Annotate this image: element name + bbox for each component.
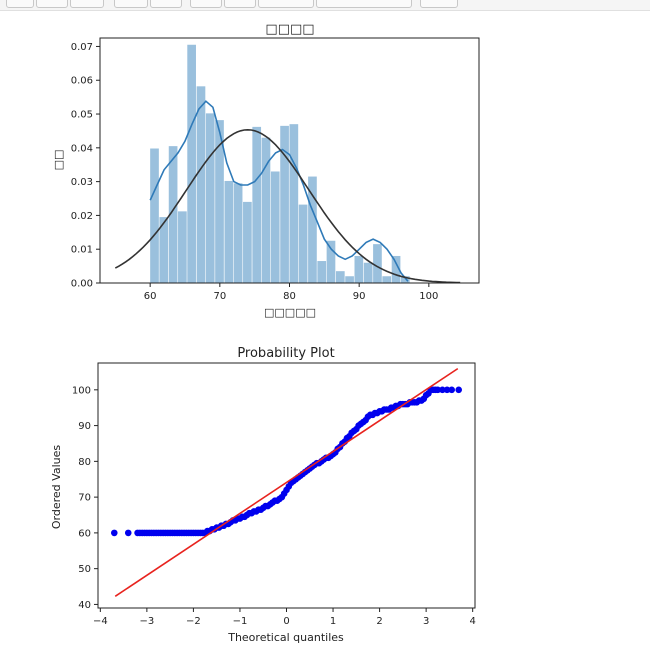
toolbar-button[interactable] bbox=[316, 0, 412, 8]
normal-fit-line bbox=[114, 128, 461, 284]
hist-bar bbox=[224, 180, 234, 283]
prob-point bbox=[110, 529, 118, 537]
hist-bar bbox=[335, 271, 345, 283]
prob-y-tick-label: 40 bbox=[78, 600, 91, 611]
prob-y-axis: 40 50 60 70 80 90 100 bbox=[72, 385, 98, 611]
hist-title: □□□□ bbox=[265, 22, 314, 37]
hist-bar bbox=[205, 113, 215, 284]
prob-point bbox=[124, 529, 132, 537]
hist-bar bbox=[178, 211, 187, 283]
hist-bar bbox=[298, 204, 308, 283]
hist-y-tick-label: 0.02 bbox=[71, 211, 93, 222]
toolbar-button[interactable] bbox=[190, 0, 222, 8]
hist-y-label: □□ bbox=[52, 150, 65, 171]
toolbar-button[interactable] bbox=[420, 0, 458, 8]
hist-y-tick-label: 0.00 bbox=[71, 279, 93, 290]
prob-x-tick-label: 2 bbox=[376, 616, 382, 627]
hist-x-tick-label: 60 bbox=[144, 291, 157, 302]
hist-bar bbox=[280, 125, 289, 284]
toolbar-button[interactable] bbox=[36, 0, 68, 8]
prob-x-axis: −4 −3 −2 −1 0 1 2 3 4 bbox=[93, 608, 476, 627]
prob-y-tick-label: 100 bbox=[72, 385, 91, 396]
probability-plot: Probability Plot −4 −3 −2 −1 0 1 2 3 4 40 50 60 70 8… bbox=[50, 346, 476, 644]
toolbar-button[interactable] bbox=[114, 0, 148, 8]
hist-bar bbox=[363, 262, 373, 283]
hist-bar bbox=[187, 44, 196, 283]
hist-y-tick-label: 0.05 bbox=[71, 110, 93, 121]
hist-bar bbox=[317, 261, 327, 283]
hist-bar bbox=[150, 148, 159, 283]
hist-y-tick-label: 0.03 bbox=[71, 177, 93, 188]
prob-x-tick-label: 3 bbox=[423, 616, 429, 627]
hist-bar bbox=[196, 86, 206, 284]
prob-point bbox=[439, 386, 446, 394]
hist-bar bbox=[168, 146, 178, 283]
prob-y-tick-label: 90 bbox=[78, 421, 91, 432]
hist-bar bbox=[326, 240, 336, 283]
prob-x-tick-label: −2 bbox=[186, 616, 201, 627]
prob-fit-line-segment bbox=[114, 367, 459, 597]
hist-bar bbox=[373, 244, 382, 283]
prob-fit-line bbox=[114, 367, 459, 597]
hist-curves bbox=[114, 100, 461, 284]
prob-title: Probability Plot bbox=[237, 346, 334, 361]
hist-y-axis: 0.00 0.01 0.02 0.03 0.04 0.05 0.06 0.07 bbox=[71, 42, 100, 290]
toolbar-button[interactable] bbox=[6, 0, 34, 8]
hist-bar bbox=[215, 120, 224, 283]
prob-point bbox=[455, 386, 463, 394]
prob-y-tick-label: 60 bbox=[78, 528, 91, 539]
prob-x-tick-label: −4 bbox=[93, 616, 108, 627]
hist-bar bbox=[308, 176, 317, 283]
hist-bar bbox=[345, 276, 354, 283]
prob-y-tick-label: 70 bbox=[78, 493, 91, 504]
hist-bar bbox=[289, 124, 299, 283]
hist-x-label: □□□□□ bbox=[264, 306, 316, 319]
hist-bar bbox=[382, 276, 392, 283]
hist-bar bbox=[233, 183, 243, 283]
notebook-toolbar bbox=[0, 0, 650, 11]
prob-x-tick-label: −3 bbox=[139, 616, 154, 627]
hist-y-tick-label: 0.07 bbox=[71, 42, 93, 53]
prob-x-tick-label: 4 bbox=[469, 616, 475, 627]
hist-bar bbox=[159, 217, 169, 283]
prob-x-tick-label: −1 bbox=[233, 616, 248, 627]
histogram-chart: □□□□ 60 70 80 90 100 0.000.010.020.030.040.0… bbox=[52, 22, 480, 319]
hist-y-tick-label: 0.01 bbox=[71, 245, 93, 256]
prob-points bbox=[110, 386, 463, 537]
toolbar-button[interactable] bbox=[224, 0, 256, 8]
prob-point bbox=[434, 386, 442, 394]
toolbar-button[interactable] bbox=[70, 0, 104, 8]
hist-x-tick-label: 90 bbox=[353, 291, 366, 302]
prob-y-tick-label: 50 bbox=[78, 564, 91, 575]
hist-x-tick-label: 70 bbox=[213, 291, 226, 302]
toolbar-button[interactable] bbox=[258, 0, 314, 8]
hist-bar bbox=[391, 255, 401, 283]
hist-bar bbox=[252, 126, 262, 284]
toolbar-button[interactable] bbox=[150, 0, 182, 8]
prob-y-label: Ordered Values bbox=[50, 445, 63, 529]
hist-y-tick-label: 0.06 bbox=[71, 76, 93, 87]
hist-bar bbox=[400, 276, 410, 283]
prob-point bbox=[448, 386, 456, 394]
hist-bar bbox=[243, 201, 252, 283]
hist-x-tick-label: 100 bbox=[419, 291, 438, 302]
prob-point bbox=[443, 386, 451, 394]
prob-x-label: Theoretical quantiles bbox=[227, 631, 344, 644]
hist-bar bbox=[270, 171, 280, 283]
hist-bar bbox=[261, 137, 271, 283]
hist-y-tick-label: 0.04 bbox=[71, 143, 93, 154]
prob-x-tick-label: 0 bbox=[283, 616, 289, 627]
kde-line bbox=[149, 100, 409, 282]
prob-x-tick-label: 1 bbox=[330, 616, 336, 627]
hist-x-tick-label: 80 bbox=[283, 291, 296, 302]
hist-bars bbox=[150, 44, 410, 284]
hist-bar bbox=[354, 255, 364, 283]
hist-x-axis: 60 70 80 90 100 bbox=[144, 283, 438, 302]
prob-y-tick-label: 80 bbox=[78, 457, 91, 468]
